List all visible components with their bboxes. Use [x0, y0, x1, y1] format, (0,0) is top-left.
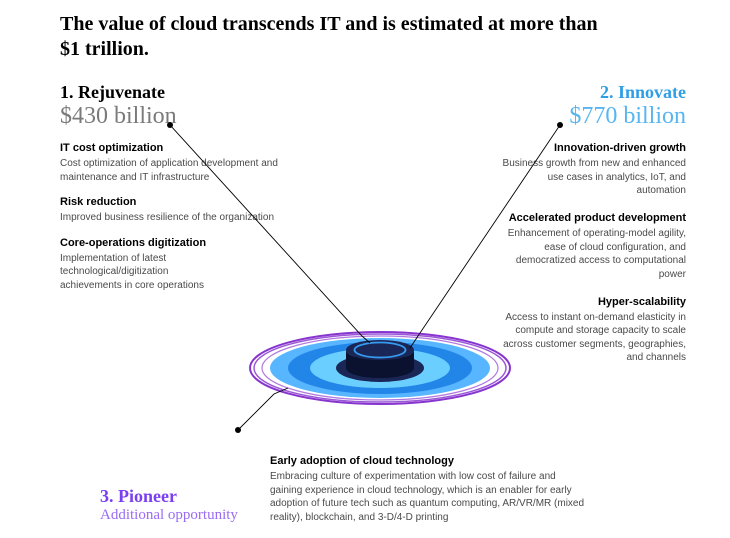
pioneer-subtitle: Additional opportunity: [100, 507, 250, 524]
inn-item2-title: Accelerated product development: [456, 212, 686, 224]
rej-item1-title: IT cost optimization: [60, 142, 290, 154]
pioneer-title: 3. Pioneer: [100, 486, 250, 507]
rejuvenate-title: 1. Rejuvenate: [60, 82, 290, 103]
rejuvenate-num: 1.: [60, 82, 74, 102]
pioneer-item-body: Embracing culture of experimentation wit…: [270, 470, 590, 524]
section-pioneer: 3. Pioneer Additional opportunity: [100, 486, 250, 524]
rej-item3-title: Core-operations digitization: [60, 237, 290, 249]
pioneer-name: Pioneer: [118, 486, 177, 506]
rej-item1-body: Cost optimization of application develop…: [60, 157, 290, 184]
inn-item1-title: Innovation-driven growth: [456, 142, 686, 154]
section-pioneer-detail: Early adoption of cloud technology Embra…: [270, 455, 590, 524]
pioneer-item-title: Early adoption of cloud technology: [270, 455, 590, 467]
section-rejuvenate: 1. Rejuvenate $430 billion IT cost optim…: [60, 82, 290, 304]
inn-item1-body: Business growth from new and enhanced us…: [496, 157, 686, 198]
rejuvenate-name: Rejuvenate: [78, 82, 165, 102]
rej-item2-body: Improved business resilience of the orga…: [60, 211, 290, 225]
innovate-title: 2. Innovate: [456, 82, 686, 103]
innovate-num: 2.: [600, 82, 614, 102]
headline: The value of cloud transcends IT and is …: [60, 12, 620, 62]
inn-item3-body: Access to instant on-demand elasticity i…: [496, 311, 686, 365]
innovate-name: Innovate: [618, 82, 686, 102]
pioneer-num: 3.: [100, 486, 114, 506]
inn-item2-body: Enhancement of operating-model agility, …: [496, 227, 686, 281]
rej-item3-body: Implementation of latest technological/d…: [60, 252, 220, 293]
disc-graphic: [240, 280, 520, 450]
innovate-value: $770 billion: [456, 103, 686, 130]
rej-item2-title: Risk reduction: [60, 196, 290, 208]
rejuvenate-value: $430 billion: [60, 103, 290, 130]
